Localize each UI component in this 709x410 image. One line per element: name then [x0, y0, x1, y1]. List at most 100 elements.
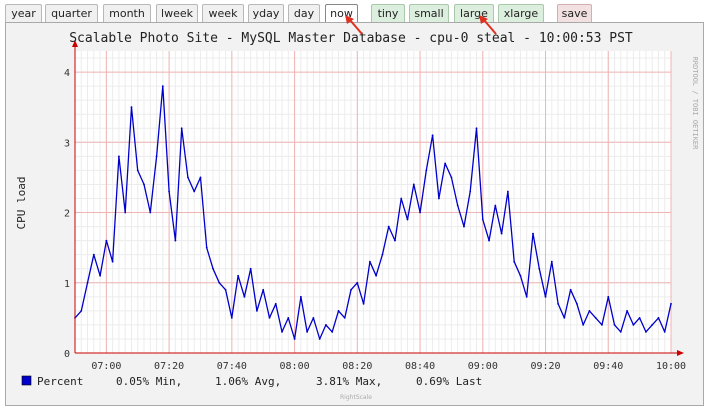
legend: Percent 0.05% Min, 1.06% Avg, 3.81% Max,… — [21, 375, 482, 388]
data-point — [224, 288, 227, 291]
x-tick-label: 08:00 — [280, 361, 310, 372]
data-point — [645, 331, 647, 333]
range-button-month[interactable]: month — [103, 4, 151, 23]
range-button-now[interactable]: now — [325, 4, 358, 23]
legend-series-name: Percent — [37, 375, 83, 388]
data-point — [500, 232, 503, 235]
legend-swatch — [21, 375, 32, 386]
data-point — [92, 253, 95, 256]
axes — [72, 40, 684, 356]
data-point — [143, 183, 145, 186]
data-point — [356, 281, 359, 284]
data-point — [199, 176, 202, 179]
data-point — [563, 316, 566, 319]
data-point — [619, 331, 622, 333]
data-point — [268, 316, 271, 319]
data-point — [262, 288, 265, 291]
data-point — [400, 197, 403, 200]
y-axis-label: CPU load — [15, 177, 28, 230]
data-point — [118, 155, 120, 158]
data-point — [218, 281, 221, 284]
data-point — [362, 302, 365, 305]
data-point — [187, 176, 189, 179]
range-button-yday[interactable]: yday — [248, 4, 284, 23]
range-button-day[interactable]: day — [288, 4, 320, 23]
data-point — [86, 281, 89, 284]
data-point — [582, 324, 585, 326]
data-point — [249, 267, 252, 270]
data-point — [136, 169, 139, 172]
legend-avg: 1.06% Avg, — [215, 375, 281, 388]
size-button-small[interactable]: small — [409, 4, 449, 23]
data-point — [481, 218, 484, 221]
size-button-large[interactable]: large — [454, 4, 494, 23]
data-point — [594, 316, 597, 319]
data-point — [80, 309, 83, 312]
range-button-week[interactable]: week — [202, 4, 244, 23]
data-point — [394, 239, 396, 242]
data-point — [299, 295, 302, 298]
data-point — [230, 316, 233, 319]
cpu-steal-chart: 07:00 07:20 07:40 08:00 08:20 08:40 09:00 09:20… — [15, 31, 699, 401]
legend-last: 0.69% Last — [416, 375, 482, 388]
data-point — [306, 331, 309, 333]
data-point — [532, 232, 534, 235]
x-tick-label: 08:20 — [342, 361, 372, 372]
data-point — [281, 331, 283, 333]
data-point — [205, 246, 208, 249]
data-point — [193, 190, 196, 193]
graph-toolbar: year quarter month lweek week yday day n… — [0, 0, 709, 24]
x-tick-label: 09:00 — [468, 361, 498, 372]
data-point — [506, 190, 509, 193]
x-tick-label: 07:00 — [91, 361, 121, 372]
rightscale-credit: RightScale — [340, 394, 372, 401]
y-tick-label: 2 — [64, 209, 70, 220]
x-tick-label: 10:00 — [656, 361, 686, 372]
data-point — [588, 309, 591, 312]
chart-title: Scalable Photo Site - MySQL Master Datab… — [69, 31, 633, 46]
data-point — [437, 197, 440, 200]
data-point — [431, 134, 434, 137]
y-tick-label: 4 — [64, 68, 70, 79]
data-point — [368, 260, 371, 263]
save-button[interactable]: save — [557, 4, 592, 23]
range-button-lweek[interactable]: lweek — [156, 4, 198, 23]
data-point — [337, 309, 340, 312]
data-point — [538, 267, 541, 270]
data-point — [544, 295, 547, 298]
data-point — [613, 324, 616, 326]
data-point — [350, 288, 352, 291]
data-point — [375, 274, 378, 277]
data-point — [168, 190, 171, 193]
data-point — [287, 316, 290, 319]
data-point — [325, 324, 327, 326]
data-point — [550, 260, 553, 263]
size-button-tiny[interactable]: tiny — [371, 4, 405, 23]
series-layer — [74, 85, 672, 340]
tick-labels: 07:00 07:20 07:40 08:00 08:20 08:40 09:00 09:20… — [64, 68, 686, 372]
y-tick-label: 0 — [64, 349, 70, 360]
data-point — [331, 331, 334, 333]
data-point — [569, 288, 572, 291]
graph-panel: 07:00 07:20 07:40 08:00 08:20 08:40 09:00 09:20… — [5, 22, 704, 406]
data-point — [513, 260, 516, 263]
y-axis-arrow — [72, 40, 78, 47]
data-point — [494, 204, 497, 207]
data-point — [381, 253, 384, 256]
series-line-percent — [74, 85, 672, 340]
data-point — [99, 274, 101, 277]
size-button-xlarge[interactable]: xlarge — [498, 4, 544, 23]
data-point — [274, 302, 277, 305]
grid — [74, 51, 672, 353]
range-button-quarter[interactable]: quarter — [45, 4, 98, 23]
data-point — [575, 302, 578, 305]
range-button-year[interactable]: year — [5, 4, 42, 23]
data-point — [161, 85, 164, 88]
data-point — [343, 316, 346, 319]
data-point — [149, 211, 152, 214]
data-point — [488, 239, 490, 242]
legend-max: 3.81% Max, — [316, 375, 382, 388]
data-point — [450, 176, 453, 179]
data-point — [387, 225, 390, 228]
data-point — [475, 127, 478, 130]
